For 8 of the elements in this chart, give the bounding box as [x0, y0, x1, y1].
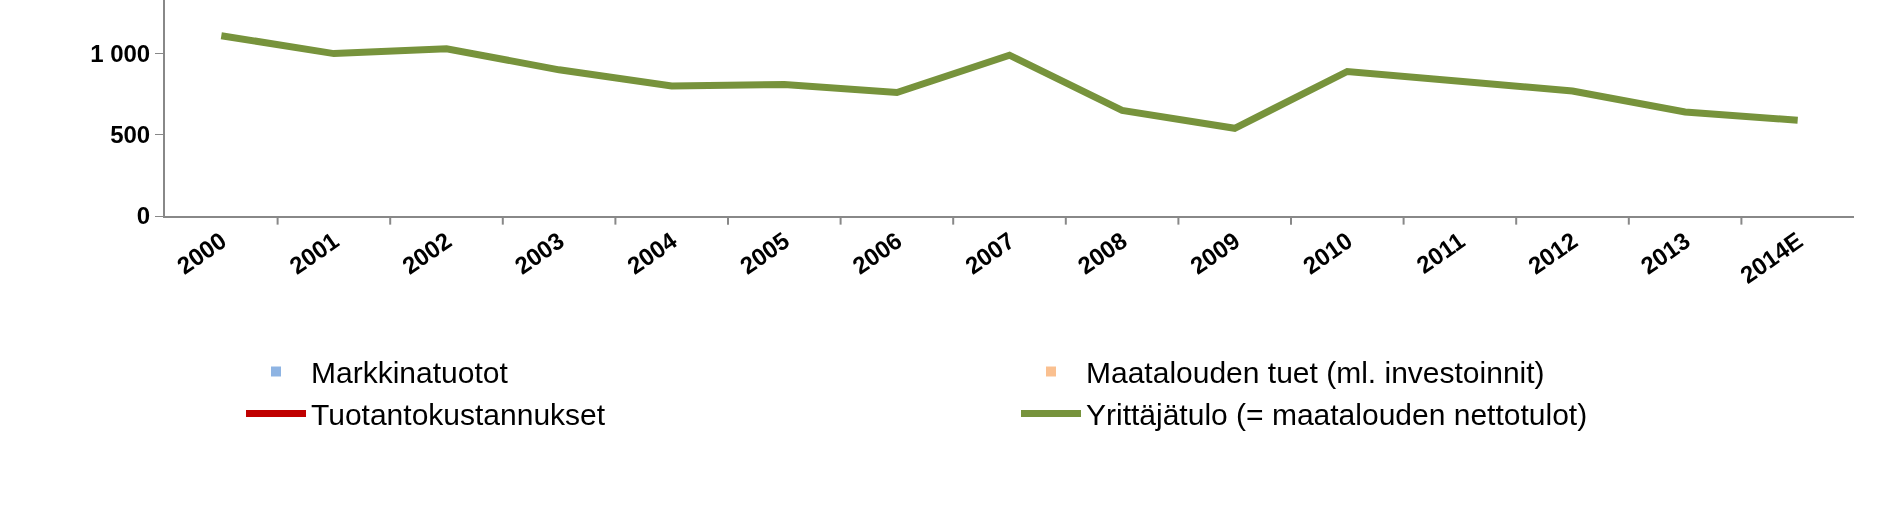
y-tick-label: 1 000 — [90, 39, 151, 67]
x-tick-label: 2011 — [1411, 226, 1470, 279]
legend-label: Tuotantokustannukset — [311, 398, 606, 432]
y-tick-label: 0 — [136, 202, 151, 230]
y-tick-label: 500 — [110, 121, 151, 149]
legend-label: Markkinatuotot — [311, 356, 509, 390]
legend-label: Maatalouden tuet (ml. investoinnit) — [1086, 356, 1545, 390]
legend-label: Yrittäjätulo (= maatalouden nettotulot) — [1086, 398, 1588, 432]
